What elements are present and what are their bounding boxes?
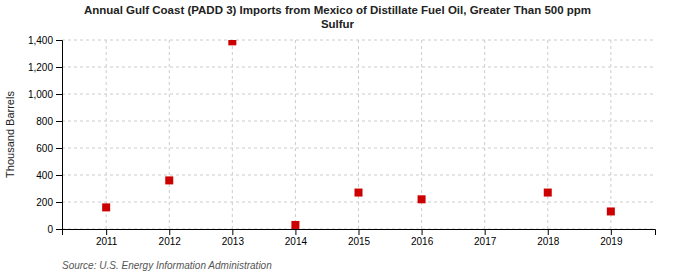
x-axis: 2011 2012 2013 2014 2015 2016 2017 2018 2019 xyxy=(63,229,656,247)
tick-label: 2014 xyxy=(285,236,308,247)
tick-label: 2017 xyxy=(474,236,497,247)
tick: 200 xyxy=(36,197,62,208)
tick-label: 2019 xyxy=(600,236,623,247)
tick: 1,000 xyxy=(28,89,62,100)
grid-line xyxy=(169,40,170,229)
tick-label: 1,400 xyxy=(28,35,53,46)
tick: 2014 xyxy=(285,229,308,247)
y-axis-title: Thousand Barrels xyxy=(4,91,16,178)
point xyxy=(291,221,299,229)
plot: 2011 2012 2013 2014 2015 2016 2017 2018 2019 0 200… xyxy=(28,35,656,247)
tick-label: 200 xyxy=(36,197,53,208)
grid-line xyxy=(547,40,548,229)
point xyxy=(102,203,110,211)
tick-mark xyxy=(485,229,486,235)
grid-line xyxy=(484,40,485,229)
grid-line xyxy=(358,40,359,229)
tick-label: 2013 xyxy=(222,236,245,247)
tick: 400 xyxy=(36,170,62,181)
grid-line xyxy=(295,40,296,229)
tick-label: 1,000 xyxy=(28,89,53,100)
tick: 2015 xyxy=(348,229,371,247)
tick: 2016 xyxy=(411,229,434,247)
tick: 1,400 xyxy=(28,35,62,46)
tick-mark xyxy=(56,175,62,176)
point xyxy=(607,207,615,215)
y-axis: 0 200 400 600 800 1,000 1,200 1,400 xyxy=(28,35,63,235)
tick-mark xyxy=(169,229,170,235)
tick-label: 1,200 xyxy=(28,62,53,73)
grid xyxy=(62,40,655,229)
point xyxy=(355,189,363,197)
points xyxy=(102,40,615,229)
point xyxy=(544,189,552,197)
tick: 0 xyxy=(47,224,62,235)
axis-line xyxy=(63,230,656,236)
tick-label: 600 xyxy=(36,143,53,154)
point xyxy=(165,176,173,184)
tick: 2018 xyxy=(537,229,560,247)
tick: 1,200 xyxy=(28,62,62,73)
tick-mark xyxy=(56,121,62,122)
grid-line xyxy=(610,40,611,229)
tick: 2017 xyxy=(474,229,497,247)
axis-line xyxy=(56,41,63,230)
tick-mark xyxy=(232,229,233,235)
tick-label: 800 xyxy=(36,116,53,127)
tick: 600 xyxy=(36,143,62,154)
tick-label: 2016 xyxy=(411,236,434,247)
grid-line xyxy=(106,40,107,229)
chart: Annual Gulf Coast (PADD 3) Imports from … xyxy=(0,0,675,275)
tick-mark xyxy=(56,148,62,149)
tick-mark xyxy=(56,202,62,203)
tick: 2012 xyxy=(159,229,182,247)
point xyxy=(228,40,236,45)
tick-mark xyxy=(106,229,107,235)
title: Annual Gulf Coast (PADD 3) Imports from … xyxy=(84,4,591,30)
tick-mark xyxy=(295,229,296,235)
tick-mark xyxy=(611,229,612,235)
tick-mark xyxy=(359,229,360,235)
tick-label: 400 xyxy=(36,170,53,181)
grid-line xyxy=(232,40,233,229)
source-note: Source: U.S. Energy Information Administ… xyxy=(62,260,272,271)
tick: 800 xyxy=(36,116,62,127)
tick: 2019 xyxy=(600,229,623,247)
point xyxy=(418,195,426,203)
tick-mark xyxy=(56,229,62,230)
tick-label: 2015 xyxy=(348,236,371,247)
tick-mark xyxy=(56,67,62,68)
tick-mark xyxy=(548,229,549,235)
tick-label: 2018 xyxy=(537,236,560,247)
tick-label: 2012 xyxy=(159,236,182,247)
tick: 2013 xyxy=(222,229,245,247)
tick-mark xyxy=(422,229,423,235)
tick: 2011 xyxy=(96,229,118,247)
tick-mark xyxy=(56,94,62,95)
tick-label: 2011 xyxy=(96,236,118,247)
tick-mark xyxy=(56,40,62,41)
tick-label: 0 xyxy=(47,224,53,235)
